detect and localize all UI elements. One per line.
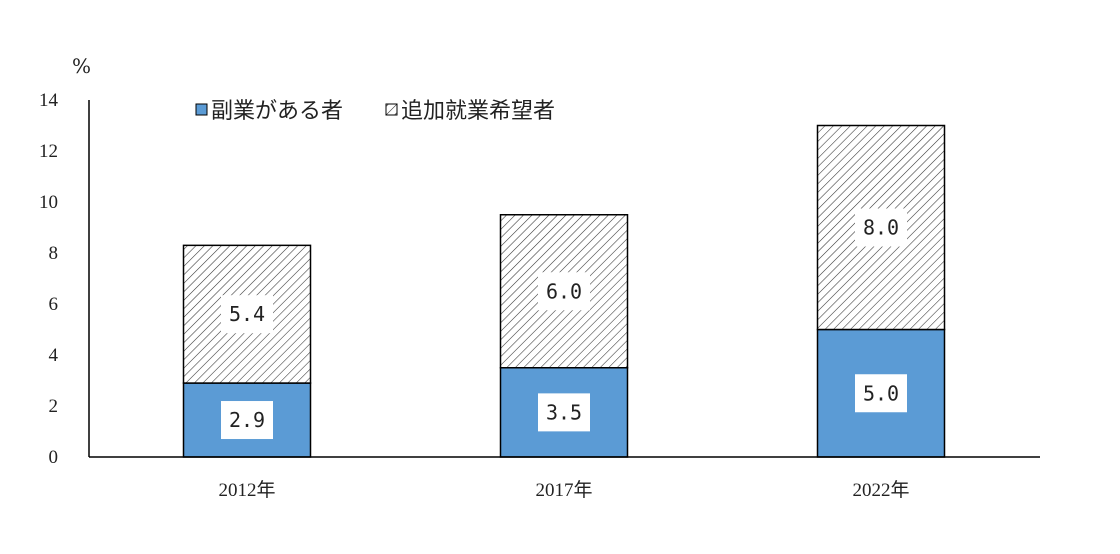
data-label: 5.0 bbox=[863, 381, 899, 405]
x-tick-label: 2017年 bbox=[535, 479, 592, 501]
data-label-box bbox=[538, 393, 590, 432]
data-label-box bbox=[855, 374, 907, 413]
data-label-box bbox=[538, 272, 590, 311]
data-label-box bbox=[221, 401, 273, 440]
data-label: 5.4 bbox=[229, 302, 265, 326]
y-tick-label: 0 bbox=[49, 447, 59, 468]
legend-label-side-job: 副業がある者 bbox=[211, 99, 343, 124]
legend-label-additional-work: 追加就業希望者 bbox=[401, 99, 555, 124]
data-label-box bbox=[221, 295, 273, 334]
x-tick-label: 2022年 bbox=[852, 479, 909, 501]
y-tick-label: 12 bbox=[39, 141, 58, 162]
legend-swatch-additional-work bbox=[385, 103, 398, 116]
legend: 副業がある者 追加就業希望者 bbox=[195, 99, 555, 124]
y-tick-label: 10 bbox=[39, 192, 58, 213]
x-axis-ticks: 2012年 2017年 2022年 bbox=[218, 479, 909, 501]
data-label-box bbox=[855, 208, 907, 247]
x-tick-label: 2012年 bbox=[218, 479, 275, 501]
y-tick-label: 6 bbox=[49, 294, 59, 315]
data-label: 6.0 bbox=[546, 279, 582, 303]
y-tick-label: 8 bbox=[49, 243, 59, 264]
data-label: 8.0 bbox=[863, 216, 899, 240]
data-label: 3.5 bbox=[546, 400, 582, 424]
y-tick-label: 2 bbox=[49, 396, 59, 417]
y-tick-label: 4 bbox=[49, 345, 59, 366]
y-unit-label: % bbox=[72, 54, 91, 78]
y-tick-label: 14 bbox=[39, 90, 59, 111]
data-label: 2.9 bbox=[229, 408, 265, 432]
y-axis-ticks: 0 2 4 6 8 10 12 14 bbox=[39, 90, 59, 468]
legend-swatch-side-job bbox=[195, 103, 208, 116]
data-labels-group: 2.9 5.4 3.5 6.0 5.0 8.0 bbox=[221, 208, 907, 440]
